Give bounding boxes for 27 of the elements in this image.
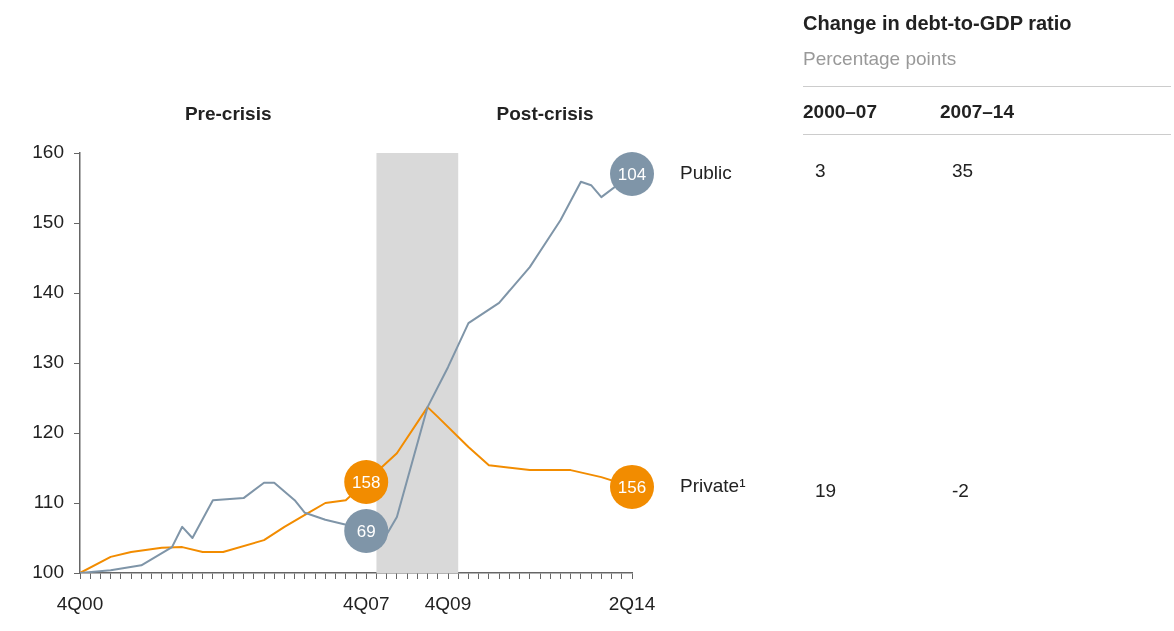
text: Percentage points — [803, 48, 957, 70]
series-label: Private¹ — [680, 475, 746, 497]
text: 19 — [815, 480, 837, 502]
annotation: 156 — [617, 477, 647, 497]
series-label: Public — [680, 162, 732, 184]
text: Change in debt-to-GDP ratio — [803, 12, 1072, 35]
y-tick-label: 150 — [32, 211, 64, 233]
annotation: 104 — [617, 164, 647, 184]
y-tick-label: 100 — [32, 561, 64, 583]
text: 35 — [952, 160, 974, 182]
x-tick-label: 4Q00 — [56, 592, 104, 614]
y-tick-label: 140 — [32, 281, 64, 303]
text: 3 — [815, 160, 826, 182]
y-tick-label: 120 — [32, 421, 64, 443]
y-tick-label: 130 — [32, 351, 64, 373]
text: Post-crisis — [496, 103, 594, 125]
x-tick-label: 2Q14 — [608, 592, 656, 614]
annotation: 158 — [352, 472, 381, 492]
text: Pre-crisis — [184, 103, 272, 125]
x-tick-label: 4Q07 — [342, 592, 390, 614]
annotation: 69 — [356, 521, 376, 541]
y-tick-label: 160 — [32, 141, 64, 163]
y-tick-label: 110 — [33, 491, 64, 513]
text: -2 — [952, 480, 969, 502]
text: 2007–14 — [940, 101, 1014, 123]
text: 2000–07 — [803, 101, 877, 123]
x-tick-label: 4Q09 — [424, 592, 472, 614]
